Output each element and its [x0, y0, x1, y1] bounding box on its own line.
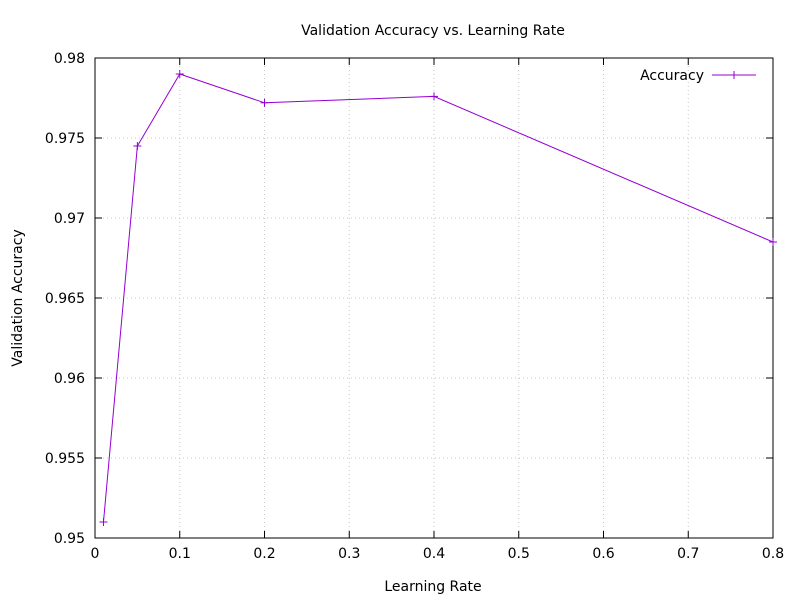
data-point — [430, 92, 438, 101]
x-tick-label: 0.8 — [762, 546, 784, 562]
plot-frame — [94, 57, 774, 539]
legend-marker — [730, 71, 738, 79]
data-point — [175, 70, 184, 78]
x-tick-label: 0.5 — [508, 546, 530, 562]
x-tick-label: 0.1 — [169, 546, 191, 562]
data-point — [260, 98, 269, 107]
legend-label: Accuracy — [640, 68, 704, 84]
legend: Accuracy — [640, 68, 756, 84]
y-tick-label: 0.975 — [45, 131, 85, 147]
chart-title: Validation Accuracy vs. Learning Rate — [301, 23, 565, 39]
data-point — [769, 238, 777, 246]
data-point — [99, 518, 108, 526]
y-tick-label: 0.98 — [54, 51, 85, 67]
x-tick-label: 0.3 — [338, 546, 360, 562]
x-tick-label: 0 — [91, 546, 100, 562]
y-tick-label: 0.95 — [54, 531, 85, 547]
x-tick-label: 0.6 — [592, 546, 614, 562]
y-tick-label: 0.96 — [54, 371, 85, 387]
x-tick-label: 0.2 — [253, 546, 275, 562]
axis-ticks: 0 0.1 0.2 0.3 0.4 0.5 0.6 0.7 0.8 0.95 0.955 0.96 0.… — [45, 51, 784, 562]
y-tick-label: 0.965 — [45, 291, 85, 307]
y-tick-label: 0.97 — [54, 211, 85, 227]
y-tick-label: 0.955 — [45, 451, 85, 467]
grid — [95, 58, 773, 538]
x-tick-label: 0.7 — [677, 546, 699, 562]
series-layer — [99, 70, 777, 526]
data-point — [133, 142, 142, 150]
x-tick-label: 0.4 — [423, 546, 445, 562]
y-axis-label: Validation Accuracy — [10, 229, 26, 367]
x-axis-label: Learning Rate — [384, 579, 481, 595]
series-line — [102, 73, 774, 523]
